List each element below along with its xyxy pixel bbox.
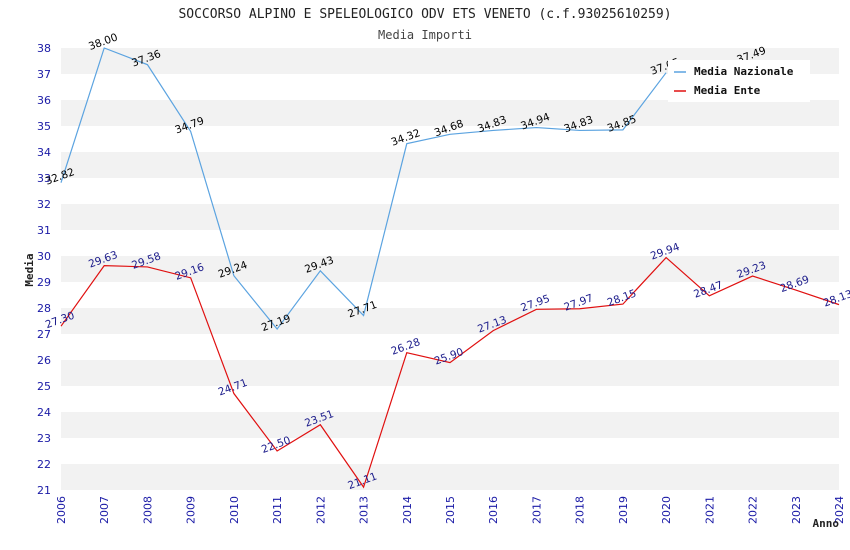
- y-tick-label: 21: [37, 484, 51, 497]
- series-lines: [60, 48, 840, 489]
- grid-band: [61, 386, 839, 412]
- grid-band: [61, 204, 839, 230]
- grid-bands: [61, 48, 839, 490]
- x-tick-label: 2006: [55, 496, 68, 524]
- x-tick-label: 2015: [444, 496, 457, 524]
- y-tick-label: 36: [37, 94, 51, 107]
- y-tick-label: 38: [37, 42, 51, 55]
- y-tick-label: 22: [37, 458, 51, 471]
- grid-band: [61, 334, 839, 360]
- legend: Media Nazionale Media Ente: [668, 60, 810, 102]
- grid-band: [61, 412, 839, 438]
- x-axis-ticks: 2006 2007 2008 2009 2010 2011 2012 2013 2014 2015…: [55, 496, 846, 524]
- grid-band: [61, 230, 839, 256]
- x-tick-label: 2024: [833, 496, 846, 524]
- x-tick-label: 2013: [358, 496, 371, 524]
- series-line-media-ente: [60, 256, 840, 489]
- legend-entry-media-ente: Media Ente: [694, 84, 761, 97]
- x-tick-label: 2021: [703, 496, 716, 524]
- y-tick-label: 37: [37, 68, 51, 81]
- y-axis-ticks: 21 22 23 24 25 26 27 28 29 30 31 32 33 34 35 36 37 38: [37, 42, 51, 497]
- y-tick-label: 29: [37, 276, 51, 289]
- y-tick-label: 26: [37, 354, 51, 367]
- y-tick-label: 34: [37, 146, 51, 159]
- y-tick-label: 27: [37, 328, 51, 341]
- grid-band: [61, 438, 839, 464]
- x-tick-label: 2011: [271, 496, 284, 524]
- y-tick-label: 35: [37, 120, 51, 133]
- y-tick-label: 28: [37, 302, 51, 315]
- grid-band: [61, 152, 839, 178]
- chart-title: SOCCORSO ALPINO E SPELEOLOGICO ODV ETS V…: [178, 7, 671, 22]
- x-tick-label: 2023: [790, 496, 803, 524]
- y-axis-label: Media: [23, 253, 36, 286]
- y-tick-label: 32: [37, 198, 51, 211]
- x-tick-label: 2018: [574, 496, 587, 524]
- chart-subtitle: Media Importi: [378, 28, 472, 42]
- grid-band: [61, 178, 839, 204]
- x-axis-label: Anno: [813, 517, 840, 530]
- grid-band: [61, 308, 839, 334]
- x-tick-label: 2019: [617, 496, 630, 524]
- x-tick-label: 2020: [660, 496, 673, 524]
- x-tick-label: 2007: [98, 496, 111, 524]
- y-tick-label: 31: [37, 224, 51, 237]
- grid-band: [61, 360, 839, 386]
- grid-band: [61, 126, 839, 152]
- x-tick-label: 2010: [228, 496, 241, 524]
- y-tick-label: 30: [37, 250, 51, 263]
- x-tick-label: 2014: [401, 496, 414, 524]
- x-tick-label: 2009: [185, 496, 198, 524]
- x-tick-label: 2008: [141, 496, 154, 524]
- y-tick-label: 25: [37, 380, 51, 393]
- legend-entry-media-nazionale: Media Nazionale: [694, 65, 794, 78]
- x-tick-label: 2016: [487, 496, 500, 524]
- y-tick-label: 24: [37, 406, 51, 419]
- y-tick-label: 23: [37, 432, 51, 445]
- y-tick-label: 33: [37, 172, 51, 185]
- legend-background: [668, 60, 810, 102]
- grid-band: [61, 100, 839, 126]
- x-tick-label: 2022: [747, 496, 760, 524]
- grid-band: [61, 464, 839, 490]
- x-tick-label: 2017: [530, 496, 543, 524]
- x-tick-label: 2012: [314, 496, 327, 524]
